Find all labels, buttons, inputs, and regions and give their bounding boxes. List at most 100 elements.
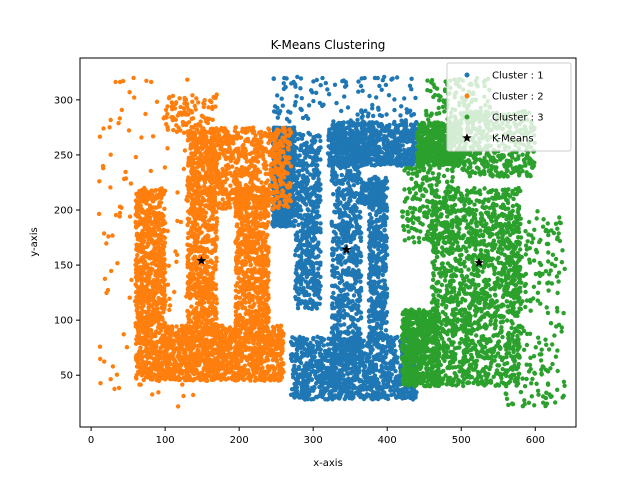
data-point <box>379 121 384 127</box>
data-point <box>336 391 342 396</box>
data-point <box>350 267 356 273</box>
data-point <box>373 145 379 150</box>
data-point <box>384 148 390 153</box>
data-point <box>384 112 389 117</box>
data-point <box>311 287 316 293</box>
data-point <box>407 160 413 165</box>
data-point <box>330 301 335 306</box>
data-point <box>330 257 336 263</box>
data-point <box>372 331 377 336</box>
data-point <box>402 129 408 134</box>
data-point <box>336 189 342 195</box>
data-point <box>373 174 378 180</box>
data-point <box>395 156 400 161</box>
data-point <box>388 388 393 393</box>
data-point <box>299 262 304 268</box>
data-point <box>368 325 374 330</box>
data-point <box>383 82 389 88</box>
data-point <box>353 356 358 362</box>
data-point <box>295 74 300 80</box>
data-point <box>400 143 405 148</box>
data-point <box>330 178 335 183</box>
data-point <box>348 209 353 214</box>
data-point <box>275 115 280 120</box>
data-point <box>330 247 335 252</box>
data-point <box>361 396 367 402</box>
data-point <box>321 337 326 343</box>
data-point <box>275 93 280 98</box>
data-point <box>358 378 363 383</box>
data-point <box>340 233 345 238</box>
data-point <box>338 275 344 281</box>
data-point <box>347 272 352 277</box>
data-point <box>320 103 325 109</box>
data-point <box>295 230 300 235</box>
data-point <box>310 260 315 266</box>
data-point <box>364 127 369 132</box>
data-point <box>392 379 397 384</box>
data-point <box>302 301 308 306</box>
data-point <box>414 390 419 395</box>
data-point <box>291 342 296 348</box>
data-point <box>381 260 386 266</box>
data-point <box>359 160 364 165</box>
data-point <box>318 230 323 235</box>
data-point <box>348 187 353 192</box>
data-point <box>314 260 319 266</box>
data-point <box>366 298 372 303</box>
data-point <box>364 372 369 378</box>
data-point <box>334 100 339 106</box>
data-point <box>318 138 323 144</box>
data-point <box>325 349 331 354</box>
data-point <box>381 294 387 300</box>
data-point <box>374 384 380 389</box>
data-point <box>306 196 311 202</box>
data-point <box>373 286 378 291</box>
data-point <box>349 379 354 384</box>
data-point <box>292 210 297 216</box>
data-point <box>359 115 364 120</box>
data-point <box>329 162 335 167</box>
data-point <box>345 168 350 174</box>
data-point <box>384 333 390 338</box>
data-point <box>373 309 378 314</box>
data-point <box>307 217 313 222</box>
data-point <box>293 82 298 87</box>
data-point <box>305 179 310 184</box>
data-point <box>300 163 306 169</box>
data-point <box>374 152 380 158</box>
data-point <box>354 366 359 372</box>
data-point <box>342 193 347 198</box>
data-point <box>378 191 384 196</box>
data-point <box>378 309 383 315</box>
data-point <box>374 95 379 100</box>
data-point <box>368 282 373 287</box>
data-point <box>311 267 316 272</box>
data-point <box>382 220 388 225</box>
data-point <box>293 99 298 105</box>
data-point <box>300 270 305 276</box>
data-point <box>296 214 301 219</box>
data-point <box>393 335 398 340</box>
data-point <box>299 107 304 113</box>
data-point <box>316 184 321 189</box>
data-point <box>392 107 397 113</box>
data-point <box>383 253 388 258</box>
data-point <box>359 76 364 81</box>
data-point <box>333 182 338 187</box>
data-point <box>364 387 369 392</box>
data-point <box>296 197 302 202</box>
data-point <box>350 152 355 158</box>
data-point <box>305 207 310 212</box>
data-point <box>360 88 365 94</box>
data-point <box>348 324 353 329</box>
data-point <box>368 230 373 236</box>
data-point <box>314 180 319 186</box>
data-point <box>296 222 301 228</box>
data-point <box>391 384 396 389</box>
data-point <box>302 293 307 298</box>
data-point <box>288 110 293 115</box>
data-point <box>379 315 384 320</box>
data-point <box>301 186 306 192</box>
data-point <box>274 110 279 115</box>
